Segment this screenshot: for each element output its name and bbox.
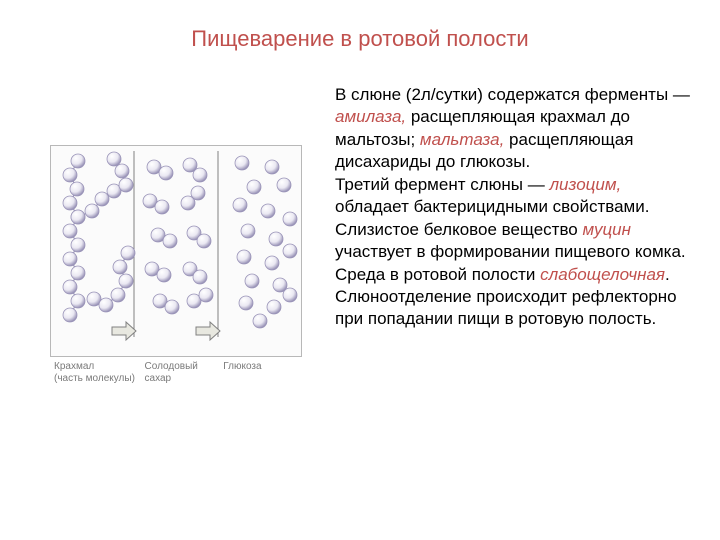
body-paragraph: В слюне (2л/сутки) содержатся ферменты —… (335, 84, 690, 331)
term-lysozyme: лизоцим, (549, 175, 621, 194)
digestion-diagram: Крахмал (часть молекулы) Солодовый сахар… (50, 145, 302, 385)
caption-maltose-l2: сахар (145, 373, 172, 384)
term-alkaline: слабощелочная (540, 265, 665, 284)
caption-glucose-l1: Глюкоза (223, 361, 261, 372)
caption-maltose: Солодовый сахар (145, 361, 224, 385)
page-title: Пищеварение в ротовой полости (0, 26, 720, 52)
term-amylase: амилаза, (335, 107, 406, 126)
caption-starch: Крахмал (часть молекулы) (50, 361, 145, 385)
txt: Слизистое белковое вещество (335, 220, 582, 239)
txt: обладает бактерицидными свойствами. (335, 197, 649, 216)
txt: . (665, 265, 670, 284)
txt: В слюне (2л/сутки) содержатся ферменты — (335, 85, 690, 104)
caption-starch-l1: Крахмал (54, 361, 94, 372)
diagram-captions: Крахмал (часть молекулы) Солодовый сахар… (50, 357, 302, 385)
caption-maltose-l1: Солодовый (145, 361, 198, 372)
caption-starch-l2: (часть молекулы) (54, 373, 135, 384)
txt: Слюноотделение происходит рефлекторно пр… (335, 287, 677, 328)
diagram-svg (50, 145, 302, 357)
txt: Третий фермент слюны — (335, 175, 549, 194)
term-mucin: муцин (582, 220, 631, 239)
term-maltase: мальтаза, (420, 130, 504, 149)
caption-glucose: Глюкоза (223, 361, 302, 385)
